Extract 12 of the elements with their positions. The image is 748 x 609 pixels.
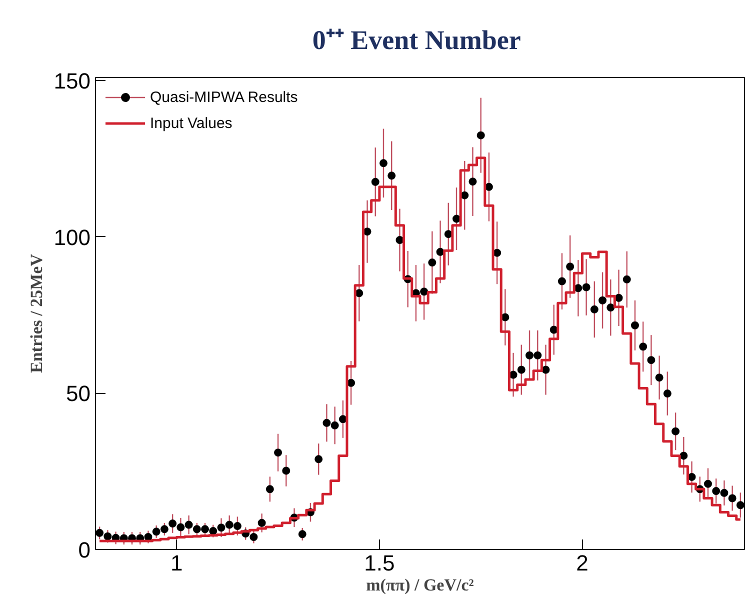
- x-axis-title: m(ππ) / GeV/c²: [366, 576, 474, 594]
- legend-label: Quasi-MIPWA Results: [150, 88, 298, 106]
- y-tick-label: 50: [66, 381, 91, 406]
- y-axis-title: Entries / 25MeV: [26, 253, 46, 373]
- x-tick-label: 1.5: [364, 550, 395, 576]
- chart-title: 0⁺⁺ Event Number: [312, 25, 521, 55]
- legend-label: Input Values: [150, 114, 232, 132]
- y-tick-label: 100: [54, 224, 91, 250]
- x-tick-label: 1: [170, 550, 183, 576]
- x-tick-label: 2: [576, 550, 588, 576]
- y-tick-label: 150: [54, 68, 91, 94]
- y-tick-label: 0: [78, 538, 91, 562]
